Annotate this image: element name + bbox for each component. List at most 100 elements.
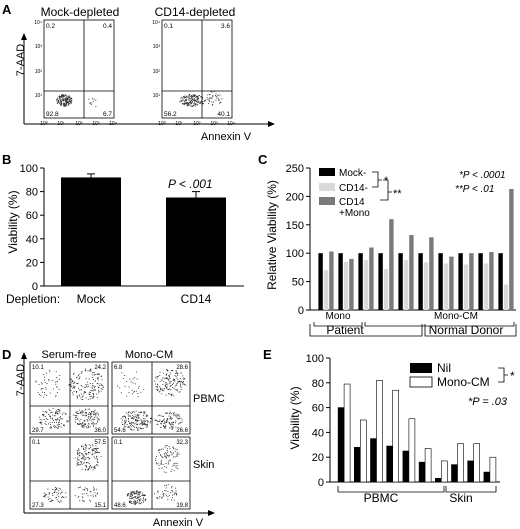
event-dot [93,418,95,420]
event-dot [98,392,100,394]
event-dot [101,383,102,385]
event-dot [70,384,72,385]
event-dot [57,413,59,415]
panel-e-group-brackets: PBMC Skin [337,486,497,505]
event-dot [184,103,186,105]
event-dot [190,101,191,103]
event-dot [185,97,187,98]
quadrant-lower-left: 48.6 [114,503,126,509]
event-dot [135,502,136,504]
event-dot [85,453,87,454]
event-dot [51,380,53,381]
y-tick: 10⁴ [34,20,42,26]
event-dot [161,393,163,395]
event-dot [135,410,137,412]
quadrant-upper-left: 0.2 [46,23,55,30]
event-dot [166,484,167,486]
event-dot [171,394,173,396]
event-dot [58,423,60,425]
event-dot [150,418,151,419]
event-dot [206,98,208,100]
event-dot [65,94,67,96]
event-dot [89,369,91,371]
event-dot [188,96,190,98]
event-dot [96,448,98,449]
event-dot [58,410,60,412]
event-dot [169,418,171,420]
event-dot [181,96,183,98]
panel-c-letter: C [258,152,268,167]
event-dot [54,427,55,429]
event-dot [81,396,83,398]
event-dot [60,499,62,501]
event-dot [93,393,95,395]
event-dot [39,419,41,420]
legend-label-cd14-mono-2: +Mono [339,208,370,219]
event-dot [59,501,60,503]
event-dot-cluster [179,94,206,107]
event-dot [55,371,57,373]
event-dot [88,391,90,393]
event-dot [64,94,66,96]
event-dot [77,397,78,399]
event-dot [174,389,176,391]
event-dot [87,462,89,463]
event-dot [51,427,52,429]
event-dot [139,491,140,493]
event-dot [71,381,73,382]
event-dot [64,95,65,97]
event-dot [158,391,160,393]
event-dot [92,384,94,386]
event-dot [125,421,127,423]
event-dot [98,373,100,375]
event-dot [88,469,89,471]
event-dot [160,389,162,391]
event-dot [58,496,60,497]
event-dot [175,370,177,372]
event-dot [141,428,143,429]
event-dot [143,495,145,496]
event-dot [136,490,138,491]
event-dot [143,421,145,423]
event-dot [94,414,96,415]
event-dot [166,453,168,455]
event-dot [58,427,59,429]
event-dot [167,490,169,492]
event-dot [177,373,179,375]
event-dot [165,472,167,474]
event-dot [177,381,179,383]
bar-cd14 [363,260,369,310]
event-dot [48,380,50,382]
event-dot [136,420,138,422]
panel-b-ylabel: Viability (%) [6,190,20,253]
event-dot [88,426,89,428]
event-dot [42,414,43,415]
bar-mock [318,253,323,310]
event-dot [88,417,89,419]
event-dot [173,378,174,380]
event-dot [159,449,161,451]
event-dot [66,419,68,421]
event-dot [68,104,70,105]
event-dot [78,454,80,456]
quadrant-upper-right: 3.6 [221,23,230,30]
event-dot-cluster [154,484,177,501]
event-dot [157,389,158,391]
event-dot [191,101,193,103]
event-dot [158,465,160,467]
event-dot [164,388,165,390]
event-dot [100,390,102,392]
event-dot [134,391,135,392]
event-dot-cluster [154,369,187,397]
event-dot [173,499,175,501]
legend-label-mono-cm: Mono-CM [437,375,490,389]
event-dot [175,462,177,464]
event-dot [134,503,135,505]
event-dot [165,457,167,459]
event-dot [63,104,64,106]
event-dot [121,422,123,424]
event-dot [65,104,67,106]
event-dot-cluster [38,408,70,429]
event-dot [85,469,87,471]
event-dot [132,417,134,419]
